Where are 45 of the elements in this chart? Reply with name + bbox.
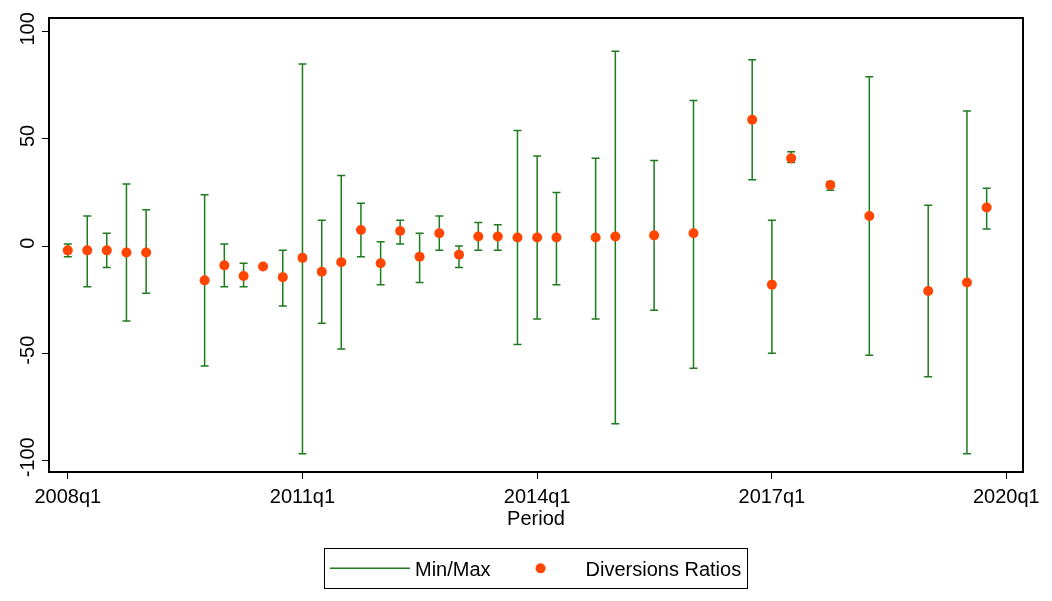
point [961, 277, 972, 288]
point [238, 271, 249, 282]
point [199, 275, 210, 286]
point [434, 228, 445, 239]
point [512, 232, 523, 243]
point [454, 249, 465, 260]
point [551, 232, 562, 243]
y-tick-label: -100 [16, 437, 39, 478]
point [590, 232, 601, 243]
legend-label: Diversions Ratios [585, 558, 742, 581]
point [532, 232, 543, 243]
x-tick-label: 2008q1 [34, 484, 102, 507]
point [277, 272, 288, 283]
point [649, 230, 660, 241]
y-tick-label: 0 [16, 237, 39, 249]
x-tick-label: 2017q1 [738, 484, 806, 507]
point [923, 286, 934, 297]
y-tick-label: 100 [16, 12, 39, 46]
point [688, 228, 699, 239]
point [610, 231, 621, 242]
y-tick-label: -50 [16, 335, 39, 365]
point [141, 247, 152, 258]
point [473, 231, 484, 242]
legend-label: Min/Max [415, 558, 491, 581]
point [981, 202, 992, 213]
point [316, 266, 327, 277]
x-tick-label: 2014q1 [503, 484, 571, 507]
point [766, 279, 777, 290]
point [414, 251, 425, 262]
point [219, 260, 230, 271]
point [297, 252, 308, 263]
point [355, 225, 366, 235]
point [864, 211, 875, 222]
point [336, 257, 347, 268]
point [121, 247, 132, 258]
point [82, 245, 93, 256]
x-tick-label: 2011q1 [269, 484, 336, 507]
point [492, 231, 503, 242]
point [101, 245, 112, 256]
x-axis-title: Period [507, 506, 565, 529]
point [395, 226, 406, 237]
point [747, 114, 758, 125]
y-tick-label: 50 [16, 124, 39, 148]
x-tick-label: 2020q1 [972, 484, 1040, 507]
point [375, 258, 386, 269]
